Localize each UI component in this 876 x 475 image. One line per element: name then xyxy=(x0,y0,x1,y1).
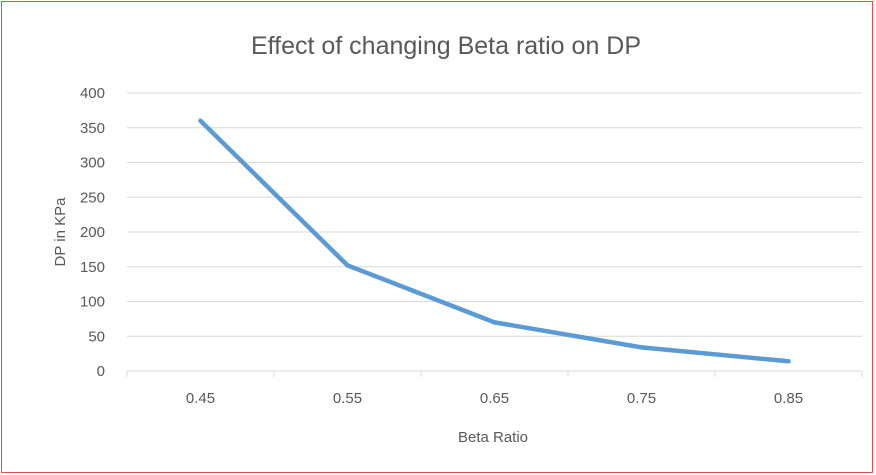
x-tick-label-0.65: 0.65 xyxy=(480,390,509,407)
y-tick-label-350: 350 xyxy=(80,120,105,137)
data-point-0.45 xyxy=(198,118,203,124)
y-tick-label-200: 200 xyxy=(80,224,105,241)
gridlines xyxy=(127,92,862,337)
y-tick-label-0: 0 xyxy=(97,363,105,380)
y-tick-label-100: 100 xyxy=(80,294,105,311)
y-tick-label-400: 400 xyxy=(80,85,105,102)
y-tick-label-250: 250 xyxy=(80,189,105,206)
y-axis-ticks: 0 50 100 150 200 250 300 350 400 xyxy=(80,85,105,380)
y-tick-label-300: 300 xyxy=(80,155,105,172)
x-tick-label-0.55: 0.55 xyxy=(333,390,362,407)
x-tick-label-0.45: 0.45 xyxy=(186,390,215,407)
data-point-0.65 xyxy=(492,320,497,325)
series-line-0 xyxy=(198,118,791,364)
series-group xyxy=(198,118,791,364)
data-point-0.55 xyxy=(345,263,350,268)
x-tick-label-0.85: 0.85 xyxy=(774,390,803,407)
data-point-0.75 xyxy=(639,345,644,350)
y-axis-label: DP in KPa xyxy=(52,197,69,267)
data-point-0.85 xyxy=(786,359,791,364)
chart-title: Effect of changing Beta ratio on DP xyxy=(251,32,641,60)
x-axis-label: Beta Ratio xyxy=(458,429,528,446)
y-tick-label-150: 150 xyxy=(80,259,105,276)
x-axis xyxy=(126,370,863,377)
y-tick-label-50: 50 xyxy=(88,328,105,345)
x-tick-label-0.75: 0.75 xyxy=(627,390,656,407)
x-axis-ticks: 0.45 0.55 0.65 0.75 0.85 xyxy=(186,390,803,407)
